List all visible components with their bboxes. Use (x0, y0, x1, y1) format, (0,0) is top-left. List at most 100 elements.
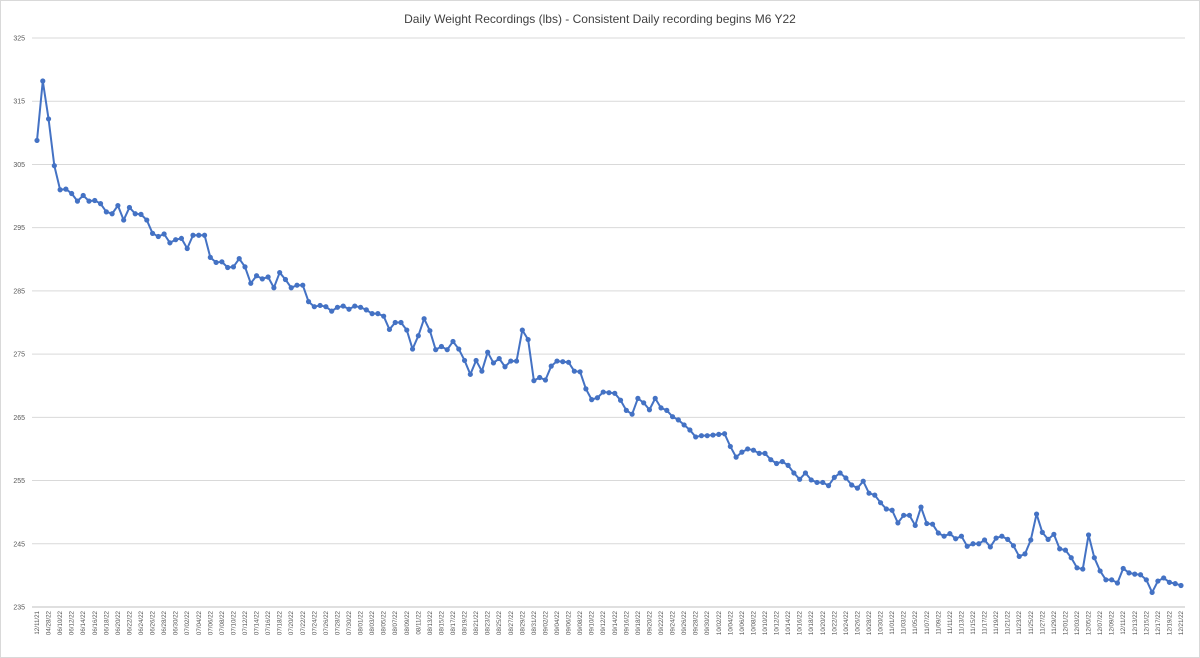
data-point[interactable] (548, 363, 554, 369)
data-point[interactable] (323, 304, 329, 310)
data-point[interactable] (242, 264, 248, 270)
data-point[interactable] (80, 192, 86, 199)
data-point[interactable] (814, 479, 820, 486)
data-point[interactable] (929, 521, 936, 527)
data-point[interactable] (999, 533, 1005, 539)
data-point[interactable] (109, 211, 115, 217)
data-point[interactable] (69, 190, 75, 197)
data-point[interactable] (698, 433, 705, 439)
data-point[interactable] (248, 280, 254, 286)
data-point[interactable] (86, 198, 92, 204)
data-point[interactable] (496, 355, 502, 362)
data-point[interactable] (34, 137, 40, 144)
data-point[interactable] (693, 434, 699, 440)
data-point[interactable] (675, 417, 681, 423)
data-point[interactable] (357, 304, 364, 310)
data-point[interactable] (409, 346, 416, 352)
data-point[interactable] (207, 254, 213, 260)
data-point[interactable] (74, 198, 81, 204)
data-point[interactable] (542, 377, 549, 383)
data-point[interactable] (121, 217, 127, 223)
data-point[interactable] (525, 336, 531, 343)
data-point[interactable] (386, 326, 393, 333)
data-point[interactable] (173, 237, 179, 243)
data-point[interactable] (230, 264, 237, 270)
data-point[interactable] (1097, 568, 1103, 574)
data-point[interactable] (346, 306, 352, 312)
data-point[interactable] (461, 357, 468, 364)
data-point[interactable] (300, 282, 306, 288)
data-point[interactable] (877, 500, 884, 506)
data-point[interactable] (126, 204, 133, 211)
data-point[interactable] (138, 211, 144, 217)
data-point[interactable] (479, 368, 485, 374)
data-point[interactable] (92, 197, 98, 204)
data-point[interactable] (502, 364, 508, 370)
data-point[interactable] (964, 543, 970, 549)
data-point[interactable] (953, 536, 959, 542)
data-point[interactable] (658, 405, 664, 411)
data-point[interactable] (421, 316, 427, 322)
data-point[interactable] (149, 230, 156, 236)
data-point[interactable] (583, 386, 589, 392)
data-point[interactable] (334, 304, 341, 310)
data-point[interactable] (1062, 547, 1069, 553)
data-point[interactable] (947, 531, 953, 537)
data-point[interactable] (681, 422, 687, 428)
data-point[interactable] (1178, 582, 1184, 589)
data-point[interactable] (560, 359, 566, 365)
data-point[interactable] (1109, 577, 1115, 583)
data-point[interactable] (733, 454, 739, 460)
data-point[interactable] (594, 395, 601, 401)
data-point[interactable] (727, 443, 733, 450)
data-point[interactable] (895, 520, 901, 526)
data-point[interactable] (1132, 571, 1138, 577)
data-point[interactable] (716, 431, 722, 437)
data-point[interactable] (190, 232, 196, 238)
data-point[interactable] (600, 389, 606, 395)
data-point[interactable] (427, 328, 433, 334)
data-point[interactable] (537, 374, 543, 381)
data-point[interactable] (531, 378, 537, 384)
data-point[interactable] (473, 357, 479, 364)
data-point[interactable] (265, 274, 271, 280)
data-point[interactable] (236, 256, 242, 262)
data-point[interactable] (883, 506, 889, 512)
data-point[interactable] (935, 530, 941, 536)
data-point[interactable] (750, 447, 757, 453)
data-point[interactable] (456, 346, 462, 352)
data-point[interactable] (941, 533, 947, 539)
data-point[interactable] (1022, 551, 1028, 557)
data-point[interactable] (849, 482, 855, 488)
data-point[interactable] (219, 259, 225, 265)
data-point[interactable] (144, 217, 150, 223)
data-point[interactable] (704, 433, 710, 439)
data-point[interactable] (1010, 543, 1017, 549)
data-point[interactable] (1103, 577, 1109, 583)
data-point[interactable] (617, 397, 624, 403)
data-point[interactable] (779, 458, 785, 465)
data-point[interactable] (444, 347, 450, 353)
data-point[interactable] (45, 116, 52, 122)
data-point[interactable] (1155, 578, 1161, 584)
data-point[interactable] (415, 333, 421, 339)
data-point[interactable] (305, 299, 312, 305)
data-point[interactable] (623, 407, 629, 413)
data-point[interactable] (508, 358, 514, 364)
data-point[interactable] (201, 232, 208, 238)
data-point[interactable] (762, 450, 768, 456)
data-point[interactable] (311, 304, 317, 310)
data-point[interactable] (860, 478, 866, 484)
data-point[interactable] (889, 507, 895, 513)
data-point[interactable] (317, 302, 323, 309)
data-point[interactable] (51, 163, 57, 169)
data-point[interactable] (773, 460, 780, 467)
data-point[interactable] (340, 303, 346, 309)
data-point[interactable] (1126, 570, 1132, 576)
data-point[interactable] (450, 338, 456, 345)
data-point[interactable] (831, 474, 837, 480)
data-point[interactable] (404, 327, 410, 333)
data-point[interactable] (1143, 577, 1149, 583)
data-point[interactable] (259, 276, 265, 282)
data-point[interactable] (1005, 536, 1011, 542)
